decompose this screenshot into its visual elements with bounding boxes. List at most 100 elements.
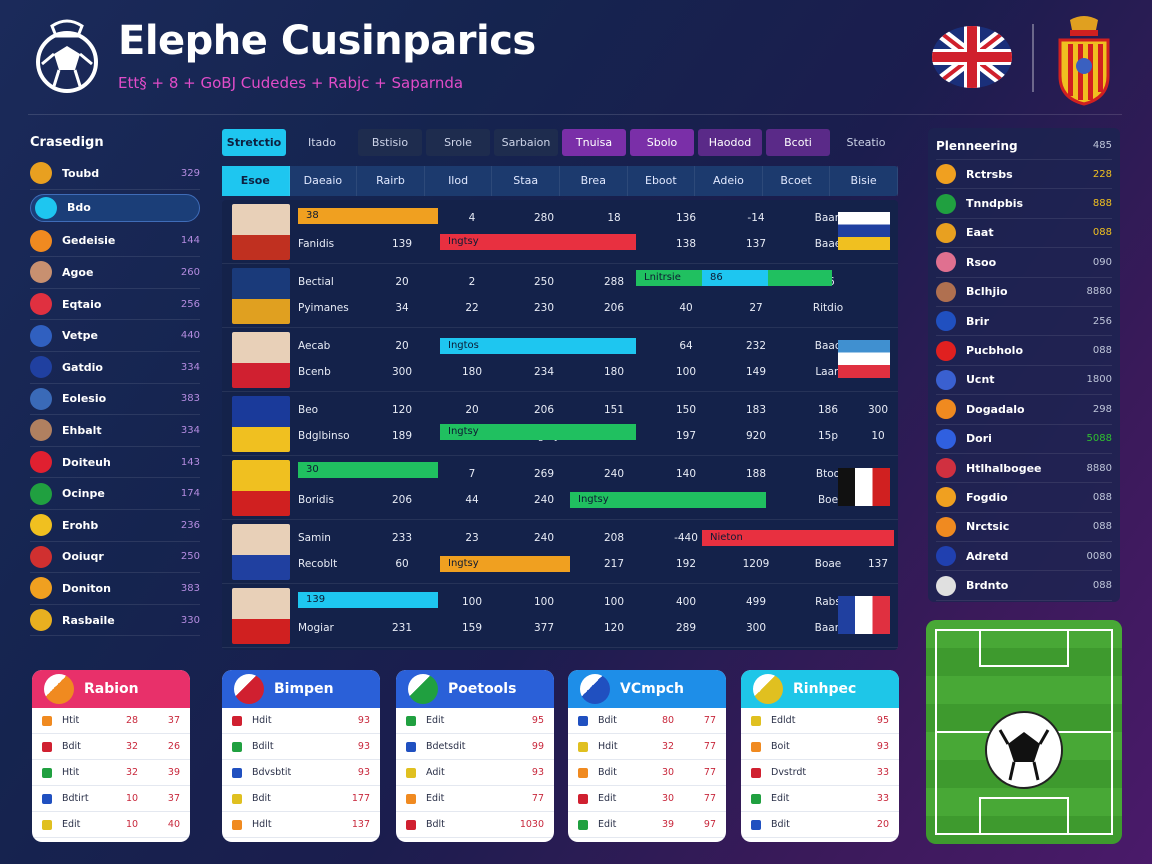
ranking-item[interactable]: Htlhalbogee 8880 — [936, 454, 1112, 484]
column-header[interactable]: Bcoet — [763, 166, 831, 196]
spain-crest-icon[interactable] — [1056, 14, 1112, 106]
ranking-item[interactable]: Rsoo 090 — [936, 248, 1112, 278]
tab-item[interactable]: Sbolo — [630, 129, 694, 156]
cell-value: 240 — [533, 532, 555, 544]
card-row-value: 80 — [661, 715, 675, 726]
card-row[interactable]: Bdit 177 — [222, 786, 380, 812]
tab-item[interactable]: Srole — [426, 129, 490, 156]
country-flag-icon — [838, 340, 890, 378]
card-row[interactable]: Edit 33 — [741, 786, 899, 812]
ranking-item[interactable]: Eaat 088 — [936, 219, 1112, 249]
card-row[interactable]: Htit 32 39 — [32, 760, 190, 786]
sidebar-item[interactable]: Doniton 383 — [30, 573, 200, 605]
sidebar-item[interactable]: Bdo — [30, 193, 200, 222]
ranking-item[interactable]: Adretd 0080 — [936, 542, 1112, 572]
card-row-score: 95 — [531, 715, 544, 726]
sidebar-item[interactable]: Eolesio 383 — [30, 384, 200, 416]
team-card[interactable]: Rinhpec Edldt 95 Boit 93 Dvstrdt 33 Edit 33 Bdit 2… — [741, 670, 899, 842]
column-header[interactable]: Bisie — [830, 166, 898, 196]
cell-value: 192 — [675, 558, 697, 570]
ranking-item[interactable]: Nrctsic 088 — [936, 513, 1112, 543]
card-row[interactable]: Edit 39 97 — [568, 812, 726, 838]
team-card[interactable]: Rabion Htit 28 37 Bdit 32 26 Htit 32 39 Bdtirt 10 37… — [32, 670, 190, 842]
ranking-item[interactable]: Bclhjio 8880 — [936, 278, 1112, 307]
card-row[interactable]: Bdit 20 — [741, 812, 899, 838]
card-row[interactable]: Htit 28 37 — [32, 708, 190, 734]
sidebar-item[interactable]: Ehbalt 334 — [30, 415, 200, 447]
ranking-item[interactable]: Fogdio 088 — [936, 483, 1112, 513]
card-row[interactable]: Bdilt 93 — [222, 734, 380, 760]
card-row[interactable]: Hdit 93 — [222, 708, 380, 734]
column-header[interactable]: Daeaio — [290, 166, 358, 196]
table-row[interactable]: BectialPyimanes203422225023028820640Lnit… — [222, 264, 898, 328]
card-row[interactable]: Edit 10 40 — [32, 812, 190, 838]
cell-value: 100 — [533, 596, 555, 608]
sidebar-item[interactable]: Erohb 236 — [30, 510, 200, 542]
tab-item[interactable]: Itado — [307, 136, 336, 149]
ranking-item[interactable]: Brdnto 088 — [936, 571, 1112, 601]
uk-flag-icon[interactable] — [932, 26, 1012, 88]
column-header[interactable]: Adeio — [695, 166, 763, 196]
header-divider — [1032, 24, 1034, 92]
cell-value: 136 — [675, 212, 697, 224]
team-card[interactable]: Bimpen Hdit 93 Bdilt 93 Bdvsbtit 93 Bdit 177 Hdlt… — [222, 670, 380, 842]
card-row[interactable]: Bdit 32 26 — [32, 734, 190, 760]
sidebar-item[interactable]: Ooiuqr 250 — [30, 542, 200, 574]
column-header[interactable]: Brea — [560, 166, 628, 196]
sidebar-item-value: 144 — [180, 235, 200, 247]
sidebar-item[interactable]: Eqtaio 256 — [30, 289, 200, 321]
card-row[interactable]: Bdit 80 77 — [568, 708, 726, 734]
card-row[interactable]: Hdit 32 77 — [568, 734, 726, 760]
card-row[interactable]: Bdvsbtit 93 — [222, 760, 380, 786]
card-row[interactable]: Bdtirt 10 37 — [32, 786, 190, 812]
sidebar-item[interactable]: Doiteuh 143 — [30, 447, 200, 479]
sidebar-item[interactable]: Agoe 260 — [30, 257, 200, 289]
sidebar-item[interactable]: Gedeisie 144 — [30, 226, 200, 258]
mini-flag-icon — [42, 767, 52, 778]
card-row[interactable]: Edldt 95 — [741, 708, 899, 734]
column-header[interactable]: Esoe — [222, 166, 290, 196]
card-row[interactable]: Edit 30 77 — [568, 786, 726, 812]
cell-value: 100 — [603, 596, 625, 608]
column-header[interactable]: Rairb — [357, 166, 425, 196]
sidebar-item[interactable]: Toubd 329 — [30, 158, 200, 190]
tab-item[interactable]: Bstisio — [358, 129, 422, 156]
sidebar-item-label: Rasbaile — [62, 613, 115, 627]
ranking-item[interactable]: Rctrsbs 228 — [936, 160, 1112, 190]
sidebar-item[interactable]: Ocinpe 174 — [30, 478, 200, 510]
team-card[interactable]: VCmpch Bdit 80 77 Hdit 32 77 Bdit 30 77 Edit 30 77 Ed… — [568, 670, 726, 842]
card-row[interactable]: Edit 95 — [396, 708, 554, 734]
card-row[interactable]: Adit 93 — [396, 760, 554, 786]
column-header[interactable]: Eboot — [628, 166, 696, 196]
card-row[interactable]: Edit 77 — [396, 786, 554, 812]
ranking-item[interactable]: Pucbholo 088 — [936, 336, 1112, 366]
tab-item[interactable]: Sarbaion — [494, 129, 558, 156]
tab-item[interactable]: Tnuisa — [562, 129, 626, 156]
ranking-item[interactable]: Ucnt 1800 — [936, 366, 1112, 396]
football-pitch-widget[interactable] — [926, 620, 1122, 844]
column-header[interactable]: Staa — [492, 166, 560, 196]
tab-item[interactable]: Bcoti — [766, 129, 830, 156]
right-sidebar-badge: 485 — [1092, 140, 1112, 151]
ranking-item[interactable]: Dori 5088 — [936, 425, 1112, 454]
card-row[interactable]: Bdetsdit 99 — [396, 734, 554, 760]
card-row[interactable]: Dvstrdt 33 — [741, 760, 899, 786]
card-row[interactable]: Bdlt 1030 — [396, 812, 554, 838]
card-row[interactable]: Boit 93 — [741, 734, 899, 760]
tab-item[interactable]: Haodod — [698, 129, 762, 156]
sidebar-item[interactable]: Vetpe 440 — [30, 320, 200, 352]
tab-item[interactable]: Stretctio — [222, 129, 286, 156]
sidebar-item[interactable]: Gatdio 334 — [30, 352, 200, 384]
tab-item[interactable]: Steatio — [846, 136, 886, 149]
column-header[interactable]: Ilod — [425, 166, 493, 196]
card-row[interactable]: Hdlt 137 — [222, 812, 380, 838]
ranking-item[interactable]: Dogadalo 298 — [936, 395, 1112, 425]
row-name: Bectial — [298, 276, 334, 288]
table-row[interactable]: Aecab Bcenb 20 300 180 Ingtos 234 180 64 100 232 14… — [222, 328, 898, 392]
team-card[interactable]: Poetools Edit 95 Bdetsdit 99 Adit 93 Edit 77 Bdlt… — [396, 670, 554, 842]
card-row[interactable]: Bdit 30 77 — [568, 760, 726, 786]
ranking-item[interactable]: Brir 256 — [936, 307, 1112, 337]
sidebar-item[interactable]: Rasbaile 330 — [30, 605, 200, 637]
table-row[interactable]: Beo Bdglbinso 120 189 20 206 Ingtsy 151 150 197 18… — [222, 392, 898, 456]
ranking-item[interactable]: Tnndpbis 888 — [936, 189, 1112, 219]
